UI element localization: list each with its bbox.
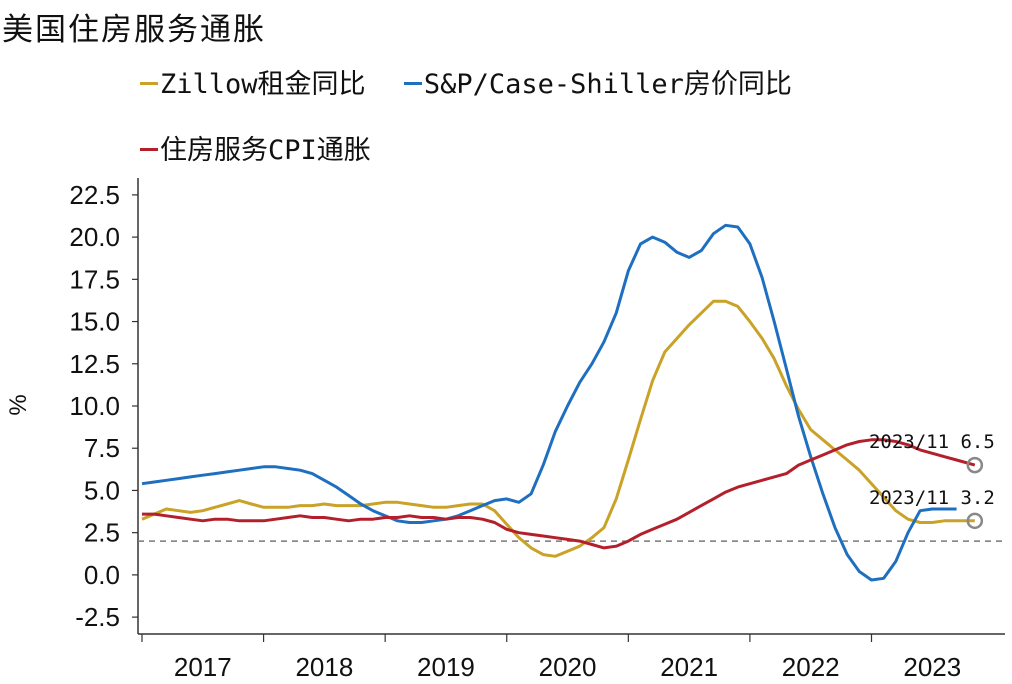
y-tick-label: 0.0 [84,560,120,590]
legend-swatch-cpi [140,148,158,151]
y-axis-label: % [5,394,32,415]
y-tick-label: 7.5 [84,433,120,463]
series-line-case-shiller [141,223,957,582]
x-tick-label: 2022 [782,652,840,682]
y-tick-label: -2.5 [75,602,120,632]
annotation-marker [966,512,984,530]
x-tick-label: 2020 [539,652,597,682]
series-line-zillow [141,299,975,558]
legend-row-1: Zillow租金同比 S&P/Case-Shiller房价同比 [140,62,814,101]
legend-swatch-zillow [140,82,158,85]
y-tick-label: 5.0 [84,475,120,505]
legend-swatch-case-shiller [403,82,422,85]
annotation-marker [966,456,984,474]
y-tick-label: 20.0 [69,222,120,252]
y-tick-label: 12.5 [69,349,120,379]
legend-item-case-shiller: S&P/Case-Shiller房价同比 [403,62,792,101]
x-tick-label: 2023 [903,652,961,682]
y-tick-label: 2.5 [84,518,120,548]
legend-item-cpi: 住房服务CPI通胀 [140,128,371,167]
legend-label-zillow: Zillow租金同比 [160,69,366,100]
y-tick-label: 15.0 [69,307,120,337]
legend-label-case-shiller: S&P/Case-Shiller房价同比 [423,69,792,100]
chart-title: 美国住房服务通胀 [2,12,266,48]
x-tick-label: 2018 [295,652,353,682]
x-tick-label: 2021 [660,652,718,682]
legend-row-2: 住房服务CPI通胀 [140,128,393,167]
legend-item-zillow: Zillow租金同比 [140,62,366,101]
legend-label-cpi: 住房服务CPI通胀 [160,135,371,166]
y-tick-label: 17.5 [69,264,120,294]
x-tick-label: 2017 [174,652,232,682]
series-line-cpi [142,438,976,550]
annotation-label: 2023/11 6.5 [869,431,995,453]
y-tick-label: 22.5 [69,180,120,210]
annotation-label: 2023/11 3.2 [869,487,995,509]
y-tick-label: 10.0 [69,391,120,421]
x-tick-label: 2019 [417,652,475,682]
